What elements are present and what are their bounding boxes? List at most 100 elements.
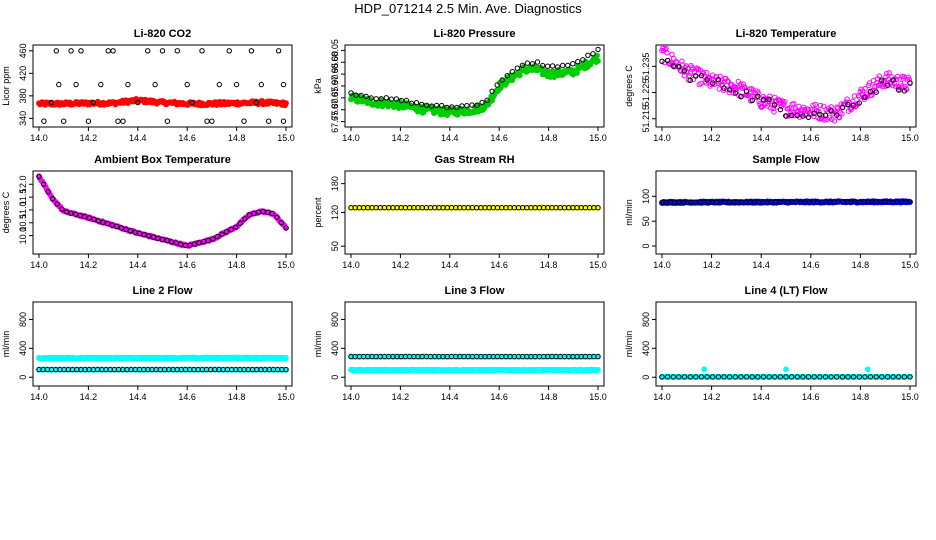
data-point [884,374,891,380]
data-point [251,210,257,217]
series-sample-points [659,199,913,206]
data-point [509,69,515,75]
data-point [687,374,693,380]
x-tick-label: 14.6 [178,133,196,143]
data-point [223,229,230,235]
data-point [423,102,430,109]
data-point [54,201,60,207]
data-point [205,237,211,244]
data-point [879,77,885,83]
data-point [555,64,561,70]
x-tick-label: 15.0 [277,133,295,143]
data-point [831,118,838,124]
data-point [839,111,845,117]
chart-title: Li-820 Pressure [434,28,516,40]
data-point [595,205,601,211]
chart-title: Ambient Box Temperature [94,154,231,166]
x-tick-label: 14.0 [30,260,48,270]
series-sample-points [36,366,289,373]
data-point [724,78,731,84]
data-point [834,374,840,380]
chart-line2: Line 2 Flow ml/min 14.0 14.2 14.4 14.6 14.8 15.… [1,285,295,402]
data-point [494,82,500,88]
data-point [348,90,354,96]
data-point [876,73,882,79]
plot-area [36,354,289,373]
data-point [61,118,67,124]
x-tick-label: 15.0 [277,260,295,270]
data-point [459,103,465,109]
data-point [839,104,846,111]
series-line-3-lower [348,366,601,374]
data-point [907,80,913,86]
plot-frame [32,301,293,387]
x-tick-label: 14.6 [490,392,508,402]
data-point [269,210,275,217]
data-point [886,70,892,76]
data-point [378,96,384,102]
y-axis-label: degrees C [624,65,634,107]
data-point [726,87,733,93]
x-tick-label: 14.0 [653,392,671,402]
plot-area [659,198,913,206]
data-point [794,374,800,380]
y-tick-label: 11.5 [18,189,28,206]
data-point [248,48,255,54]
series-co2-2-5-min- [36,96,289,109]
data-point [353,92,359,98]
data-point [280,118,287,124]
data-point [90,99,97,106]
data-point [894,76,900,83]
data-point [104,220,111,227]
x-tick-label: 14.8 [540,392,558,402]
plot-frame [344,301,605,387]
data-point [753,94,760,101]
x-tick-label: 14.2 [392,392,410,402]
data-point [811,374,817,380]
data-point [125,81,131,88]
data-point [839,374,846,380]
x-tick-label: 14.8 [852,133,870,143]
x-tick-label: 14.4 [129,133,147,143]
data-point [664,374,671,380]
data-point [800,113,806,119]
x-tick-label: 14.4 [752,260,770,270]
y-tick-label: 51.235 [641,53,651,81]
data-point [873,89,879,95]
plot-frame [32,170,293,255]
data-point [704,70,710,76]
data-point [98,81,104,88]
data-point [788,374,795,380]
data-point [743,374,750,380]
plot-frame [32,44,293,128]
data-point [595,353,601,360]
data-point [48,99,55,106]
data-point [873,374,879,380]
data-point [695,66,701,72]
data-point [828,374,834,380]
data-point [800,374,806,380]
plot-area [659,366,913,380]
data-point [816,108,822,115]
data-point [724,86,730,92]
data-point [844,96,850,102]
y-tick-label: 340 [18,111,28,126]
x-tick-label: 14.4 [129,260,147,270]
y-axis-label: kPa [313,78,323,94]
data-point [738,94,744,100]
data-point [856,374,862,380]
figure-title: HDP_071214 2.5 Min. Ave. Diagnostics [354,1,582,16]
data-point [174,48,181,54]
y-axis-label: Licor ppm [1,66,11,106]
y-tick-label: 420 [18,66,28,81]
data-point [767,93,773,99]
data-point [50,196,56,202]
data-point [59,206,65,212]
y-tick-label: 11.0 [18,202,28,219]
data-point [697,67,703,73]
x-tick-label: 15.0 [277,392,295,402]
x-tick-label: 14.0 [653,260,671,270]
data-point [204,118,210,124]
x-tick-label: 14.0 [342,392,360,402]
y-axis-label: ml/min [313,331,323,358]
